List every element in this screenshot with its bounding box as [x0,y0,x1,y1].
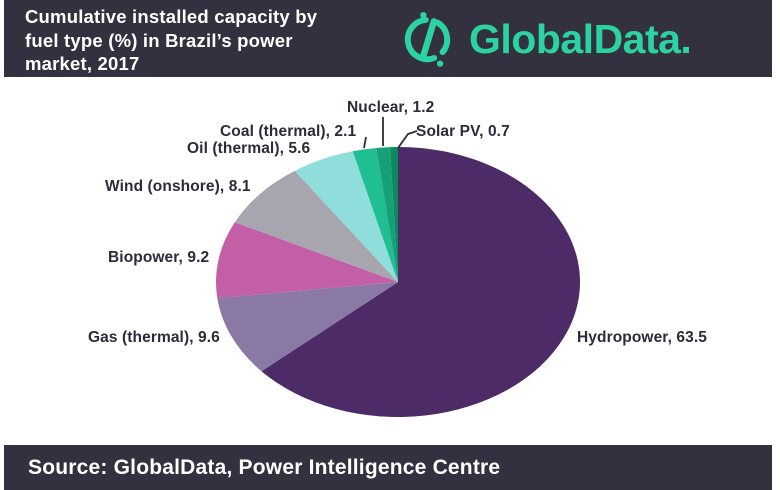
globaldata-logo-icon [404,11,451,67]
pie-label-nuclear: Nuclear, 1.2 [347,99,435,116]
pie-label-coal-thermal: Coal (thermal), 2.1 [220,123,357,140]
footer-bar: Source: GlobalData, Power Intelligence C… [4,445,772,490]
pie-label-solar-pv: Solar PV, 0.7 [416,123,510,140]
leader-line-coal [363,136,367,149]
pie-slice-coal-thermal [352,147,398,282]
pie-label-biopower: Biopower, 9.2 [108,249,210,266]
leader-line-solar [397,130,418,149]
header-bar: Cumulative installed capacity by fuel ty… [4,0,772,77]
leader-lines [363,117,418,149]
pie-label-oil-thermal: Oil (thermal), 5.6 [187,140,311,157]
pie-slice-nuclear [376,147,398,282]
pie-label-wind-onshore: Wind (onshore), 8.1 [105,178,251,195]
pie-slice-hydropower [261,147,580,418]
globaldata-logo-text: GlobalData. [469,15,692,62]
chart-title: Cumulative installed capacity by fuel ty… [25,6,318,74]
pie-label-hydropower: Hydropower, 63.5 [577,329,707,346]
pie-slice-biopower [216,222,398,299]
source-text: Source: GlobalData, Power Intelligence C… [28,456,501,479]
pie-slice-gas-thermal [217,282,398,372]
pie-label-gas-thermal: Gas (thermal), 9.6 [88,329,220,346]
globaldata-logo: GlobalData. [398,9,692,69]
pie-slice-solar-pv [390,147,398,282]
pie-slice-wind-onshore [234,170,398,282]
pie-slice-oil-thermal [294,151,398,282]
